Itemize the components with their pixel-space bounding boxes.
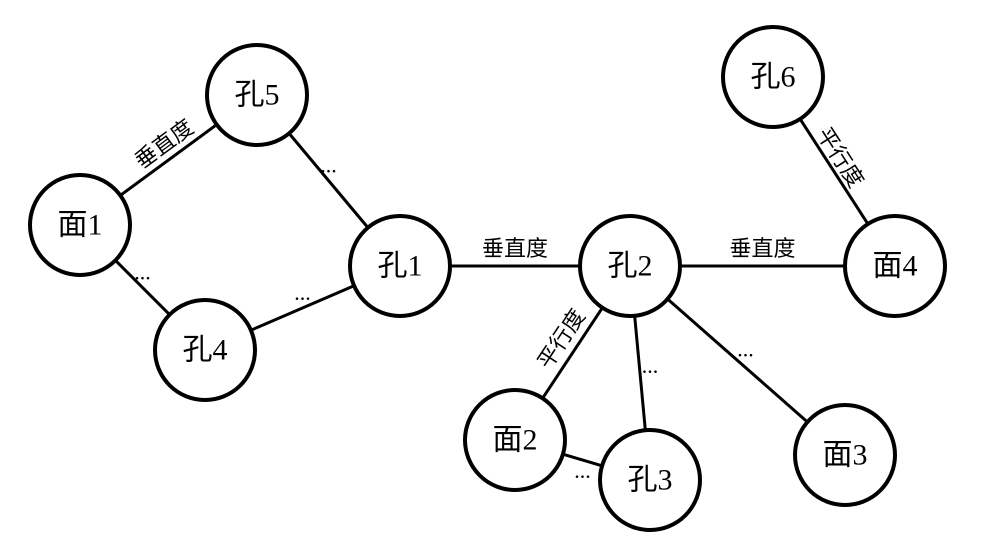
- node-mian3-label: 面3: [823, 439, 868, 472]
- node-mian1-label: 面1: [58, 209, 103, 242]
- edge-label-mian2-kong3: ...: [574, 458, 591, 483]
- node-mian3: 面3: [795, 405, 895, 505]
- edge-label-kong2-kong3: ...: [642, 353, 659, 378]
- node-kong5-label: 孔5: [235, 79, 280, 112]
- node-kong4: 孔4: [155, 300, 255, 400]
- nodes-group: 面1 孔5 孔4 孔1 孔2 面4 孔6 面2 孔3 面3: [30, 27, 945, 530]
- edge-label-kong2-mian3: ...: [737, 337, 754, 362]
- node-kong4-label: 孔4: [183, 334, 228, 367]
- node-kong3: 孔3: [600, 430, 700, 530]
- network-diagram: 垂直度.........垂直度垂直度平行度平行度.........面1孔5孔4孔…: [0, 0, 1000, 543]
- node-kong6-label: 孔6: [751, 61, 796, 94]
- node-kong6: 孔6: [723, 27, 823, 127]
- node-kong5: 孔5: [207, 45, 307, 145]
- node-mian2-label: 面2: [493, 424, 538, 457]
- node-mian4-label: 面4: [873, 250, 918, 283]
- node-mian1: 面1: [30, 175, 130, 275]
- node-kong2: 孔2: [580, 216, 680, 316]
- node-kong2-label: 孔2: [608, 250, 653, 283]
- edge-label-mian1-kong4: ...: [134, 260, 151, 285]
- edge-label-kong1-kong2: 垂直度: [482, 236, 548, 261]
- node-mian2: 面2: [465, 390, 565, 490]
- edge-label-kong5-kong1: ...: [320, 153, 337, 178]
- edge-label-kong4-kong1: ...: [294, 280, 311, 305]
- edge-label-kong2-mian4: 垂直度: [729, 236, 795, 261]
- node-mian4: 面4: [845, 216, 945, 316]
- node-kong1: 孔1: [350, 216, 450, 316]
- edge-kong5-kong1: [289, 133, 368, 227]
- node-kong1-label: 孔1: [378, 250, 423, 283]
- node-kong3-label: 孔3: [628, 464, 673, 497]
